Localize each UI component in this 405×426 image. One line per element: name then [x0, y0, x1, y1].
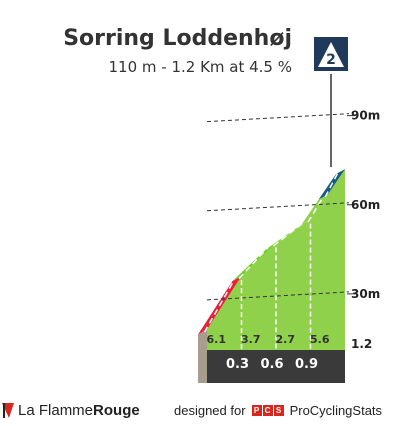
- la-flamme-rouge-logo: La FlammeRouge: [0, 398, 140, 422]
- altitude-tick-label: 30m: [351, 287, 380, 301]
- gradient-label: 3.7: [241, 333, 261, 346]
- climb-subtitle: 110 m - 1.2 Km at 4.5 %: [108, 58, 292, 76]
- summit-badge-label: 2: [326, 52, 336, 68]
- credit-site-link[interactable]: ProCyclingStats: [289, 402, 383, 418]
- profile-area: [198, 169, 345, 383]
- distance-label: 0.9: [295, 357, 318, 372]
- segment-centerline: [238, 245, 271, 280]
- pcs-logo-icon: P C S: [251, 404, 285, 416]
- summit-marker: 2: [314, 37, 348, 168]
- profile-wall: [198, 329, 207, 383]
- altitude-gridline: [206, 113, 350, 123]
- segment-face: [310, 169, 345, 350]
- altitude-gridline: [206, 202, 350, 212]
- distance-label: 0.3: [226, 357, 249, 372]
- brand-name-light: La Flamme: [18, 401, 94, 419]
- altitude-tick-label: 90m: [351, 109, 380, 123]
- climb-profile-chart: 30m 60m 90m 6.1 3.7 2.7 5.6 0.3 0.6 0.9 1.2 2: [198, 37, 381, 383]
- pcs-logo-letter-s: S: [273, 404, 284, 416]
- distance-bar: [207, 350, 345, 383]
- distance-bar-fill: [207, 350, 345, 383]
- climb-title: Sorring Loddenhøj: [63, 26, 292, 51]
- credit-prefix: designed for: [174, 402, 246, 418]
- end-distance-label: 1.2: [351, 337, 372, 351]
- gradient-label: 6.1: [207, 333, 227, 346]
- gradient-label: 5.6: [310, 333, 330, 346]
- km-dividers: [240, 223, 312, 350]
- altitude-tick-label: 60m: [351, 198, 380, 212]
- pcs-logo-letter-p: P: [251, 404, 262, 416]
- segment-face: [207, 276, 242, 350]
- altitude-gridlines: [206, 113, 355, 301]
- segment-face: [276, 219, 311, 350]
- flame-flag-icon: [2, 403, 14, 418]
- distance-label: 0.6: [260, 357, 283, 372]
- pcs-logo-letter-c: C: [262, 404, 273, 416]
- segment-centerline: [203, 278, 236, 333]
- gradient-label: 2.7: [276, 333, 296, 346]
- credit-line: designed for P C S ProCyclingStats: [174, 400, 382, 420]
- brand-name-bold: Rouge: [93, 401, 140, 419]
- mountain-icon: [318, 42, 344, 67]
- profile-labels: 30m 60m 90m 6.1 3.7 2.7 5.6 0.3 0.6 0.9 1.2: [207, 109, 381, 372]
- segment-top: [267, 219, 311, 249]
- summit-centerline: [324, 171, 340, 198]
- segment-centerline: [273, 221, 305, 247]
- altitude-gridline: [206, 291, 350, 301]
